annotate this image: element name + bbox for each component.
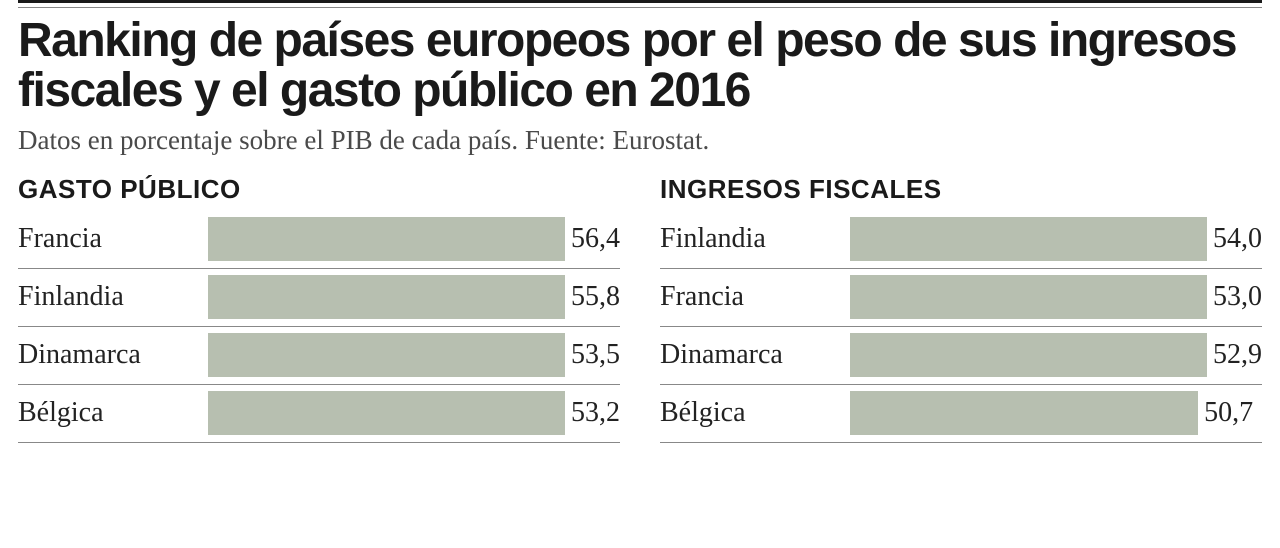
bar-label: Francia <box>18 223 208 255</box>
bar-fill <box>208 275 565 319</box>
bar-row: Bélgica 53,2 <box>18 385 620 443</box>
bar-track: 50,7 <box>850 391 1262 435</box>
bar-label: Bélgica <box>660 397 850 429</box>
chart-gasto-publico: GASTO PÚBLICO Francia 56,4 Finlandia 55,… <box>18 174 620 443</box>
bar-label: Finlandia <box>660 223 850 255</box>
bar-fill <box>208 391 565 435</box>
bar-row: Dinamarca 52,9 <box>660 327 1262 385</box>
bar-row: Finlandia 54,0 <box>660 211 1262 269</box>
bar-fill <box>850 391 1198 435</box>
page-subhead: Datos en porcentaje sobre el PIB de cada… <box>18 125 1262 156</box>
bar-track: 56,4 <box>208 217 620 261</box>
bar-label: Finlandia <box>18 281 208 313</box>
bar-fill <box>850 275 1207 319</box>
bar-row: Finlandia 55,8 <box>18 269 620 327</box>
bar-label: Francia <box>660 281 850 313</box>
bar-label: Dinamarca <box>18 339 208 371</box>
bar-value: 50,7 <box>1204 397 1253 429</box>
bar-track: 53,5 <box>208 333 620 377</box>
bar-row: Francia 53,0 <box>660 269 1262 327</box>
bar-value: 54,0 <box>1213 223 1262 255</box>
bar-row: Bélgica 50,7 <box>660 385 1262 443</box>
chart-title: GASTO PÚBLICO <box>18 174 620 205</box>
bar-value: 56,4 <box>571 223 620 255</box>
bar-value: 53,5 <box>571 339 620 371</box>
bar-fill <box>850 217 1207 261</box>
bar-value: 53,0 <box>1213 281 1262 313</box>
chart-ingresos-fiscales: INGRESOS FISCALES Finlandia 54,0 Francia… <box>660 174 1262 443</box>
bar-row: Francia 56,4 <box>18 211 620 269</box>
page-title: Ranking de países europeos por el peso d… <box>18 16 1262 117</box>
bar-fill <box>850 333 1207 377</box>
bar-track: 54,0 <box>850 217 1262 261</box>
bar-fill <box>208 217 565 261</box>
bar-value: 53,2 <box>571 397 620 429</box>
chart-title: INGRESOS FISCALES <box>660 174 1262 205</box>
bar-fill <box>208 333 565 377</box>
charts-row: GASTO PÚBLICO Francia 56,4 Finlandia 55,… <box>18 174 1262 443</box>
bar-row: Dinamarca 53,5 <box>18 327 620 385</box>
bar-track: 52,9 <box>850 333 1262 377</box>
bar-label: Bélgica <box>18 397 208 429</box>
top-rule <box>18 0 1262 8</box>
bar-track: 53,0 <box>850 275 1262 319</box>
bar-value: 55,8 <box>571 281 620 313</box>
bar-value: 52,9 <box>1213 339 1262 371</box>
bar-track: 55,8 <box>208 275 620 319</box>
bar-track: 53,2 <box>208 391 620 435</box>
bar-label: Dinamarca <box>660 339 850 371</box>
